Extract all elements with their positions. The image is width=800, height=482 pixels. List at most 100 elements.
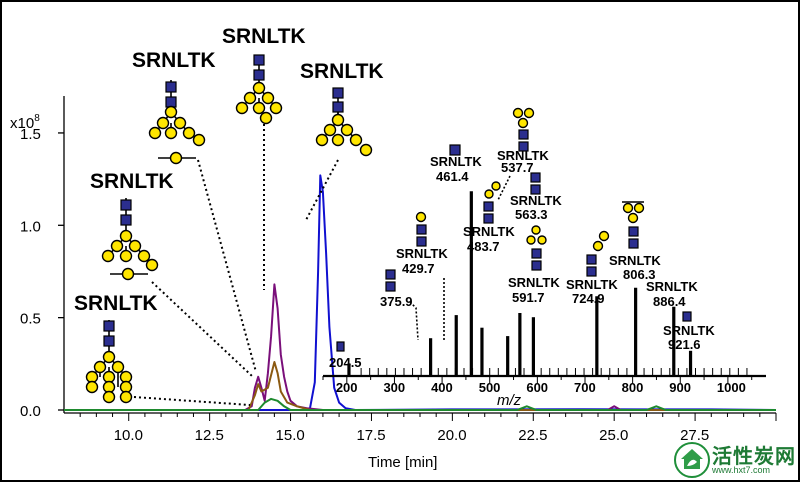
hexose-circle-icon [173, 116, 187, 130]
hexose-circle-icon [359, 143, 373, 157]
peak-label-peptide: SRNLTK [430, 154, 482, 169]
hexose-circle-icon [537, 235, 547, 245]
hexose-circle-icon [526, 235, 536, 245]
x-tick-label: 17.5 [356, 427, 385, 444]
x-tick-label: 12.5 [195, 427, 224, 444]
peak-label-peptide: SRNLTK [566, 277, 618, 292]
hexose-circle-icon [111, 360, 125, 374]
hexose-circle-icon [128, 239, 142, 253]
hexose-circle-icon [323, 123, 337, 137]
mz-tick-label: 600 [526, 380, 548, 395]
hexose-circle-icon [119, 229, 133, 243]
hexnac-square-icon [332, 87, 344, 99]
hexnac-square-icon [531, 260, 542, 271]
glycan-label-peptide: SRNLTK [300, 60, 384, 83]
watermark-title: 活性炭网 [712, 446, 796, 468]
hexose-circle-icon [164, 105, 178, 119]
hexose-circle-icon [145, 258, 159, 272]
spectrum-x-axis-title: m/z [497, 392, 522, 409]
hexnac-square-icon [586, 266, 597, 277]
trace-line-1 [64, 283, 776, 411]
leader-lines [133, 124, 339, 406]
hexnac-square-icon [531, 248, 542, 259]
peak-label-mz: 483.7 [467, 239, 500, 254]
glycan-label-peptide: SRNLTK [222, 25, 306, 48]
hexose-circle-icon [484, 189, 494, 199]
glycan-label-peptide: SRNLTK [74, 292, 158, 315]
trace-line-3 [64, 397, 776, 411]
mass-spectrum-inset: 200 300 400 500 600 700 800 900 1000 m/z [322, 191, 766, 409]
hexose-circle-icon [182, 126, 196, 140]
peak-label-mz: 204.5 [329, 355, 362, 370]
mz-tick-label: 500 [479, 380, 501, 395]
mz-tick-label: 300 [383, 380, 405, 395]
hexose-circle-icon [93, 360, 107, 374]
hexnac-square-icon [253, 69, 265, 81]
hexose-circle-icon [315, 133, 329, 147]
hexose-circle-icon [148, 126, 162, 140]
glycan-annotations: SRNLTK SRNLTK [74, 25, 384, 404]
peak-label-mz: 591.7 [512, 290, 545, 305]
peak-label-peptide: SRNLTK [463, 224, 515, 239]
glycan-label-peptide: SRNLTK [132, 49, 216, 72]
hexnac-square-icon [628, 226, 639, 237]
watermark: 活性炭网 www.hxt7.com [672, 440, 796, 478]
hexose-circle-icon [259, 111, 273, 125]
hexnac-square-icon [165, 81, 177, 93]
hexose-circle-icon [491, 181, 501, 191]
y-tick-label: 1.5 [20, 126, 41, 143]
peak-label-mz: 886.4 [653, 294, 686, 309]
peak-label-peptide: SRNLTK [508, 275, 560, 290]
hexose-circle-icon [523, 107, 535, 119]
x-tick-label: 10.0 [114, 427, 143, 444]
x-axis-title: Time [min] [368, 454, 437, 471]
hexose-circle-icon [192, 133, 206, 147]
hexose-circle-icon [101, 249, 115, 263]
hexose-circle-icon [235, 101, 249, 115]
peak-label-peptide: SRNLTK [609, 253, 661, 268]
hexnac-square-icon [483, 213, 494, 224]
hexose-circle-icon [331, 133, 345, 147]
mz-tick-label: 400 [431, 380, 453, 395]
hexose-circle-icon [633, 202, 645, 214]
hexose-circle-icon [102, 350, 116, 364]
hexose-circle-icon [85, 380, 99, 394]
peak-label-peptide: SRNLTK [510, 193, 562, 208]
hexnac-square-icon [385, 281, 396, 292]
peak-label-peptide: SRNLTK [646, 279, 698, 294]
x-tick-label: 15.0 [276, 427, 305, 444]
peak-label-mz: 724.9 [572, 291, 605, 306]
y-scale-label: x108 [10, 113, 40, 132]
hexose-circle-icon [340, 123, 354, 137]
mz-tick-label: 800 [622, 380, 644, 395]
hexose-circle-icon [349, 133, 363, 147]
hexose-circle-icon [102, 390, 116, 404]
hexose-circle-icon [261, 91, 275, 105]
hexose-circle-icon [531, 225, 541, 235]
hexnac-square-icon [628, 238, 639, 249]
y-tick-label: 0.0 [20, 403, 41, 420]
leaf-house-icon [674, 442, 710, 478]
hexose-circle-icon [119, 390, 133, 404]
hexnac-square-icon [120, 199, 132, 211]
hexose-circle-icon [119, 249, 133, 263]
hexnac-square-icon [385, 269, 396, 280]
hexose-circle-icon [169, 151, 183, 165]
hexose-circle-icon [110, 239, 124, 253]
hexose-circle-icon [598, 230, 610, 242]
peak-label-mz: 375.9 [380, 294, 413, 309]
hexnac-square-icon [518, 129, 529, 140]
peak-label-mz: 563.3 [515, 207, 548, 222]
glycan-label-peptide: SRNLTK [90, 170, 174, 193]
mz-tick-label: 700 [574, 380, 596, 395]
y-tick-label: 1.0 [20, 218, 41, 235]
hexnac-square-icon [416, 224, 427, 235]
hexnac-square-icon [449, 144, 461, 156]
hexose-circle-icon [331, 113, 345, 127]
hexnac-square-icon [336, 341, 345, 352]
hexnac-square-icon [586, 254, 597, 265]
hexnac-square-icon [165, 96, 177, 108]
hexnac-square-icon [416, 236, 427, 247]
mz-tick-label: 900 [669, 380, 691, 395]
hexose-circle-icon [269, 101, 283, 115]
